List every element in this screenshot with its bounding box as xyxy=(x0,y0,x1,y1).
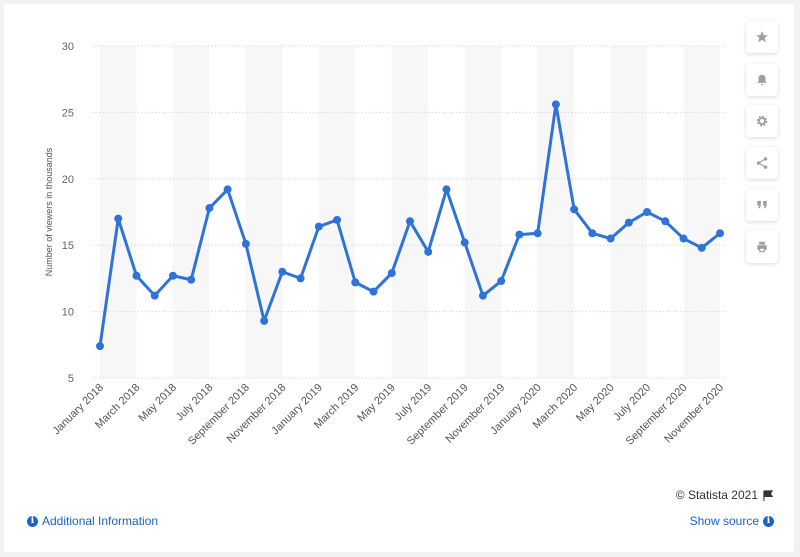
share-icon xyxy=(756,157,768,169)
favorite-button[interactable] xyxy=(746,21,778,53)
data-point xyxy=(278,267,287,276)
data-point xyxy=(424,247,433,256)
y-tick-label: 20 xyxy=(62,174,74,186)
info-icon: i xyxy=(763,515,774,527)
data-point xyxy=(697,243,706,252)
quote-icon xyxy=(757,200,767,209)
data-point xyxy=(296,274,305,283)
y-tick-label: 25 xyxy=(62,107,74,119)
data-point xyxy=(132,271,141,280)
y-tick-label: 5 xyxy=(68,373,74,385)
data-point xyxy=(314,222,323,231)
y-axis-label: Number of viewers in thousands xyxy=(44,147,54,276)
y-tick-label: 15 xyxy=(62,240,74,252)
x-tick-label: May 2020 xyxy=(574,382,617,425)
data-point xyxy=(606,234,615,243)
cite-button[interactable] xyxy=(746,189,778,221)
data-point xyxy=(260,316,269,325)
data-point xyxy=(460,238,469,247)
x-tick-label: May 2018 xyxy=(136,382,179,425)
background-band xyxy=(464,46,502,378)
data-point xyxy=(643,208,652,216)
data-point xyxy=(351,278,360,287)
background-band xyxy=(537,46,575,378)
data-point xyxy=(223,185,232,194)
info-icon: i xyxy=(27,515,38,527)
data-point xyxy=(187,275,196,284)
show-source-label: Show source xyxy=(689,514,759,528)
data-point xyxy=(497,277,506,286)
data-point xyxy=(114,214,123,223)
y-tick-label: 30 xyxy=(62,41,74,53)
data-point xyxy=(387,269,396,278)
data-point xyxy=(205,204,214,213)
show-source-link[interactable]: Show source i xyxy=(690,514,774,528)
background-band xyxy=(610,46,648,378)
data-point xyxy=(96,342,104,351)
data-point xyxy=(716,229,724,238)
flag-icon xyxy=(763,489,774,501)
print-icon xyxy=(757,241,767,253)
background-band xyxy=(100,46,137,378)
data-point xyxy=(570,205,579,214)
data-point xyxy=(624,218,633,227)
data-point xyxy=(369,287,378,296)
data-point xyxy=(406,217,414,226)
data-point xyxy=(515,230,524,239)
data-point xyxy=(679,234,688,243)
data-point xyxy=(150,291,159,300)
print-button[interactable] xyxy=(746,231,778,263)
star-icon xyxy=(756,31,768,43)
gear-icon xyxy=(756,115,768,127)
data-point xyxy=(478,291,487,300)
data-point xyxy=(551,100,560,109)
bell-icon xyxy=(757,74,767,86)
data-point xyxy=(168,271,177,280)
data-point xyxy=(241,239,250,248)
x-tick-label: May 2019 xyxy=(355,382,398,425)
settings-button[interactable] xyxy=(746,105,778,137)
background-band xyxy=(391,46,429,378)
y-tick-label: 10 xyxy=(62,307,74,319)
data-point xyxy=(533,229,542,238)
data-point xyxy=(333,215,342,224)
background-band xyxy=(683,46,720,378)
background-band xyxy=(318,46,356,378)
x-tick-label: January 2018 xyxy=(50,382,106,438)
additional-information-label: Additional Information xyxy=(42,514,159,528)
credit-text: © Statista 2021 xyxy=(675,488,758,502)
background-band xyxy=(245,46,283,378)
data-point xyxy=(442,185,451,194)
background-band xyxy=(172,46,210,378)
additional-information-link[interactable]: i Additional Information xyxy=(27,514,158,528)
data-point xyxy=(661,217,670,226)
data-point xyxy=(588,229,597,238)
share-button[interactable] xyxy=(746,147,778,179)
statista-credit[interactable]: © Statista 2021 xyxy=(676,488,774,502)
notification-button[interactable] xyxy=(746,64,778,96)
